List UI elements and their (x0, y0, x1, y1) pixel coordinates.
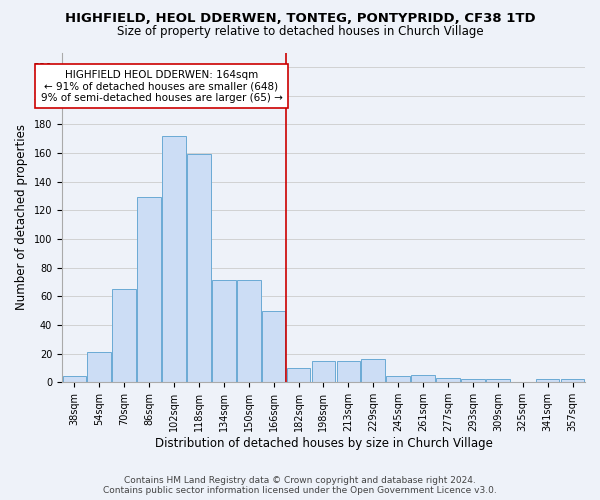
Text: HIGHFIELD, HEOL DDERWEN, TONTEG, PONTYPRIDD, CF38 1TD: HIGHFIELD, HEOL DDERWEN, TONTEG, PONTYPR… (65, 12, 535, 26)
Text: Size of property relative to detached houses in Church Village: Size of property relative to detached ho… (116, 25, 484, 38)
Text: HIGHFIELD HEOL DDERWEN: 164sqm
← 91% of detached houses are smaller (648)
9% of : HIGHFIELD HEOL DDERWEN: 164sqm ← 91% of … (41, 70, 283, 103)
X-axis label: Distribution of detached houses by size in Church Village: Distribution of detached houses by size … (155, 437, 493, 450)
Bar (112, 289, 136, 382)
Bar (361, 360, 385, 382)
Bar (88, 352, 111, 382)
Bar (411, 375, 435, 382)
Bar (536, 380, 559, 382)
Bar (237, 280, 260, 382)
Bar (287, 368, 310, 382)
Bar (486, 380, 509, 382)
Bar (262, 310, 286, 382)
Bar (162, 136, 186, 382)
Y-axis label: Number of detached properties: Number of detached properties (15, 124, 28, 310)
Bar (436, 378, 460, 382)
Bar (461, 380, 485, 382)
Text: Contains HM Land Registry data © Crown copyright and database right 2024.
Contai: Contains HM Land Registry data © Crown c… (103, 476, 497, 495)
Bar (337, 360, 360, 382)
Bar (561, 380, 584, 382)
Bar (212, 280, 236, 382)
Bar (386, 376, 410, 382)
Bar (187, 154, 211, 382)
Bar (62, 376, 86, 382)
Bar (311, 360, 335, 382)
Bar (137, 198, 161, 382)
